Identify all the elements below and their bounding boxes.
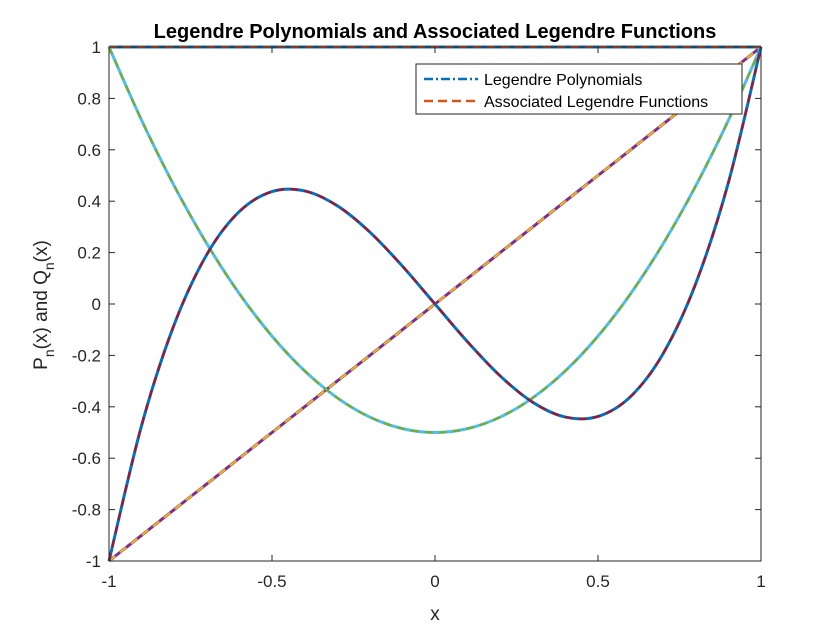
legend-box	[415, 63, 743, 115]
series-line-p2	[107, 46, 763, 434]
legend-label-legendre: Legendre Polynomials	[484, 72, 642, 89]
series-dash-q1	[108, 46, 762, 562]
y-tick-label: -0.2	[72, 346, 101, 365]
y-tick-label: 0.2	[77, 244, 101, 263]
y-label-p-sub: n	[41, 349, 57, 357]
y-label-mid: (x) and Q	[31, 270, 52, 349]
y-tick-label: -0.6	[72, 449, 101, 468]
x-tick-label: -0.5	[257, 572, 286, 591]
y-tick-label: 1	[92, 38, 101, 57]
x-tick-label: 1	[756, 572, 765, 591]
tick-layer: -1 -0.5 0 0.5 1 -1 -0.8 -0.6 -0.4 -0.2 0 0.2 0.4 0.6 0…	[72, 38, 766, 591]
x-tick-label: 0	[430, 572, 439, 591]
y-label-p: P	[31, 357, 52, 370]
y-tick-label: 0	[92, 295, 101, 314]
legend-label-associated: Associated Legendre Functions	[484, 94, 708, 111]
y-tick-label: 0.4	[77, 192, 101, 211]
y-tick-label: 0.6	[77, 141, 101, 160]
y-tick-label: -0.4	[72, 398, 101, 417]
plot-frame	[108, 46, 762, 562]
y-axis-label: Pn(x) and Qn(x)	[31, 240, 57, 370]
y-tick-label: -0.8	[72, 501, 101, 520]
x-axis-label: x	[430, 604, 440, 625]
y-label-end: (x)	[31, 240, 52, 262]
series-dash-q3	[107, 46, 763, 562]
y-tick-label: -1	[86, 552, 101, 571]
y-label-q-sub: n	[41, 262, 57, 270]
chart-title: Legendre Polynomials and Associated Lege…	[154, 21, 717, 43]
x-tick-label: 0.5	[586, 572, 610, 591]
y-tick-label: 0.8	[77, 89, 101, 108]
legend: Legendre Polynomials Associated Legendre …	[415, 63, 743, 115]
x-tick-label: -1	[101, 572, 116, 591]
